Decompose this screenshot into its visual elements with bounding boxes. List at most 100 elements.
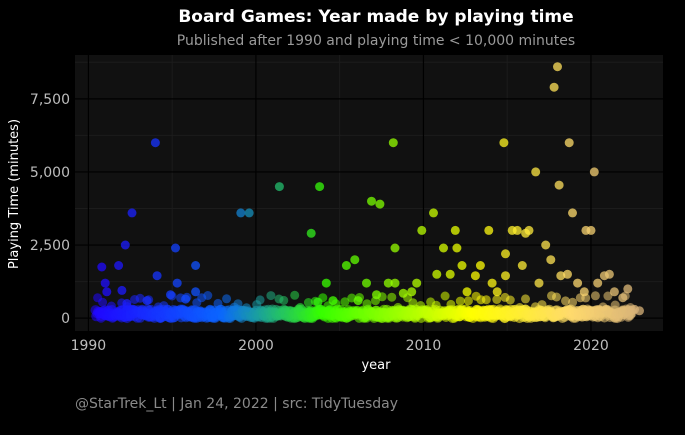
data-point (484, 225, 494, 235)
data-point (534, 278, 544, 288)
band-point (159, 301, 169, 311)
band-point (603, 291, 613, 301)
data-point (375, 199, 385, 209)
data-point (341, 261, 351, 270)
data-point (367, 196, 376, 206)
data-point (432, 269, 442, 279)
data-point (412, 278, 422, 288)
data-point (429, 208, 438, 218)
data-point (573, 278, 583, 288)
band-point (213, 298, 223, 308)
plot-panel (75, 55, 663, 331)
data-point (541, 240, 551, 250)
data-point (457, 261, 467, 270)
data-point (102, 287, 112, 297)
data-point (492, 287, 502, 297)
data-point (398, 288, 408, 298)
data-point (450, 225, 460, 235)
data-point (350, 255, 360, 265)
data-point (306, 228, 316, 238)
data-point (524, 225, 534, 235)
data-point (635, 306, 644, 316)
data-point (452, 243, 462, 253)
data-point (315, 182, 325, 192)
data-point (501, 271, 510, 281)
band-point (521, 294, 530, 304)
x-tick-label: 2010 (406, 338, 442, 354)
data-point (586, 225, 596, 235)
band-point (431, 300, 441, 310)
x-axis-ticks: 1990 2000 2010 2020 (71, 338, 609, 354)
band-point (537, 300, 547, 310)
data-point (236, 208, 246, 218)
band-point (463, 296, 473, 306)
band-point (561, 296, 570, 306)
data-point (117, 285, 127, 295)
data-point (499, 138, 509, 148)
x-axis-label: year (361, 358, 391, 373)
chart-subtitle: Published after 1990 and playing time < … (177, 33, 575, 49)
data-point (462, 287, 472, 297)
data-point (122, 299, 132, 308)
data-point (244, 208, 254, 218)
data-point (166, 290, 175, 300)
data-point (589, 167, 599, 177)
data-point (439, 243, 448, 253)
data-point (127, 208, 137, 218)
y-axis-label: Playing Time (minutes) (7, 119, 22, 269)
data-point (362, 278, 371, 288)
data-point (383, 278, 393, 288)
data-point (417, 225, 427, 235)
data-point (563, 269, 572, 279)
data-point (553, 62, 562, 72)
band-point (242, 303, 251, 313)
chart-caption: @StarTrek_Lt | Jan 24, 2022 | src: TidyT… (75, 396, 398, 412)
band-point (610, 300, 620, 310)
data-point (609, 287, 619, 297)
x-tick-label: 2000 (238, 338, 274, 354)
data-point (564, 138, 574, 148)
data-point (501, 249, 510, 259)
band-point (279, 295, 289, 305)
data-point (618, 293, 628, 303)
band-point (387, 292, 397, 302)
data-point (390, 278, 400, 288)
band-point (590, 291, 600, 301)
x-tick-label: 1990 (71, 338, 107, 354)
data-point (546, 255, 556, 265)
data-point (100, 278, 110, 288)
band-point (362, 299, 372, 309)
band-point (233, 299, 243, 309)
band-point (481, 295, 491, 305)
data-point (593, 278, 603, 288)
data-point (114, 261, 124, 270)
data-point (171, 243, 180, 253)
data-point (554, 180, 564, 190)
y-tick-label: 5,000 (30, 165, 70, 181)
data-point (579, 287, 589, 297)
data-point (445, 269, 455, 279)
band-point (455, 296, 465, 306)
data-point (623, 284, 633, 294)
data-point (388, 138, 398, 148)
scatter-points (97, 62, 644, 316)
data-point (475, 261, 485, 270)
band-point (266, 291, 276, 301)
band-point (552, 292, 561, 302)
band-point (255, 295, 265, 305)
band-point (416, 301, 426, 310)
band-point (446, 299, 456, 309)
dense-point-band (90, 290, 637, 324)
data-point (328, 296, 338, 306)
data-point (313, 297, 323, 307)
band-point (295, 302, 305, 312)
data-point (512, 225, 522, 235)
data-point (556, 271, 566, 281)
data-point (470, 271, 480, 281)
band-point (290, 290, 300, 300)
y-tick-label: 0 (61, 311, 70, 327)
y-tick-label: 2,500 (30, 238, 70, 254)
band-point (492, 295, 502, 304)
band-point (568, 297, 578, 307)
